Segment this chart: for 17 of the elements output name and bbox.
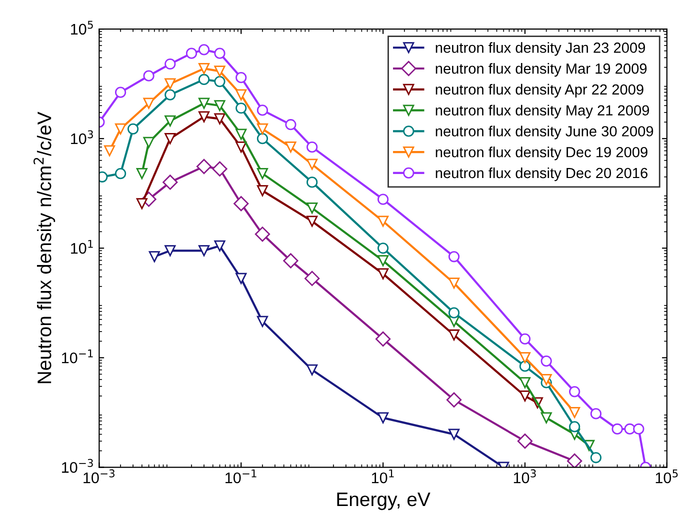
y-tick-label: 10$^{5}$ — [71, 20, 93, 35]
legend-label: neutron flux density May 21 2009 — [436, 104, 650, 118]
x-tick-label: 10$^{−1}$ — [226, 469, 256, 484]
y-tick-label: 10$^{1}$ — [71, 240, 93, 254]
legend-label: neutron flux density Dec 20 2016 — [436, 167, 648, 182]
legend-label: neutron flux density Jan 23 2009 — [436, 42, 645, 56]
legend-label: neutron flux density Dec 19 2009 — [436, 146, 648, 160]
y-tick-label: 10$^{3}$ — [71, 130, 93, 144]
x-tick-label: 10$^{5}$ — [656, 469, 678, 484]
y-tick-label: 10$^{−1}$ — [62, 350, 93, 364]
x-tick-label: 10$^{3}$ — [514, 469, 536, 484]
x-axis-title: Energy, eV — [337, 492, 430, 510]
y-axis-title: Neutron flux density n/cm$^{2}$/c/eV — [34, 112, 56, 384]
legend-label: neutron flux density Apr 22 2009 — [436, 84, 644, 98]
legend-label: neutron flux density June 30 2009 — [436, 126, 654, 140]
x-tick-label: 10$^{1}$ — [372, 469, 394, 484]
legend-label: neutron flux density Mar 19 2009 — [436, 63, 647, 77]
